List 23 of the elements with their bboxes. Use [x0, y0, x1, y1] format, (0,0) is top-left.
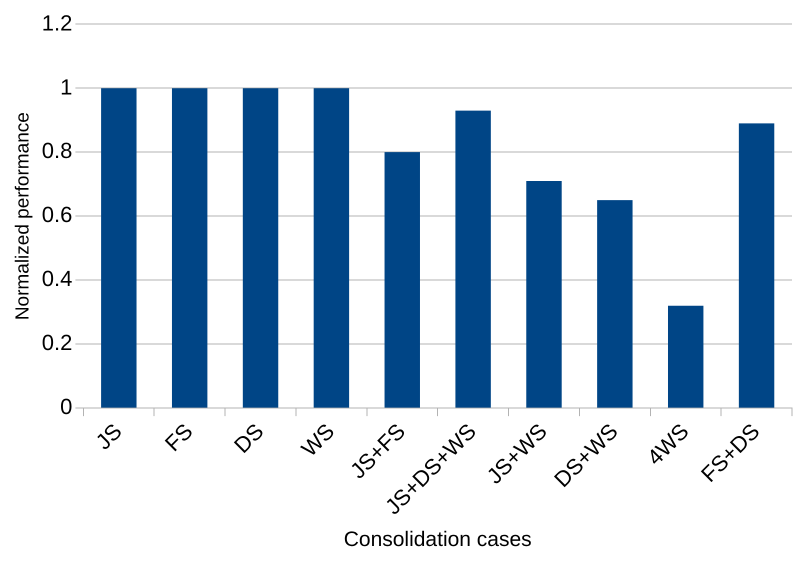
y-tick-label: 0.2 — [42, 330, 72, 356]
y-tick-label: 1 — [60, 74, 72, 100]
bar — [738, 123, 774, 408]
y-tick-label: 1.2 — [42, 10, 72, 36]
x-tick-label: FS — [160, 418, 198, 456]
y-axis-title: Normalized performance — [12, 112, 34, 320]
bar — [242, 88, 278, 408]
y-tick-label: 0.6 — [42, 202, 72, 228]
x-tick-label: WS — [296, 418, 340, 462]
bar — [526, 180, 562, 408]
bar — [101, 88, 137, 408]
y-tick-label: 0.8 — [42, 138, 72, 164]
bar — [455, 110, 491, 408]
bar — [314, 88, 350, 408]
x-tick-label: DS — [229, 418, 268, 458]
bar — [172, 88, 208, 408]
y-tick-label: 0.4 — [42, 266, 72, 292]
bar — [668, 306, 704, 408]
y-tick-label: 0 — [60, 394, 72, 420]
x-tick-label: JS — [90, 418, 127, 454]
bar — [384, 152, 420, 408]
bar — [597, 200, 633, 408]
x-axis-title: Consolidation cases — [344, 528, 532, 552]
